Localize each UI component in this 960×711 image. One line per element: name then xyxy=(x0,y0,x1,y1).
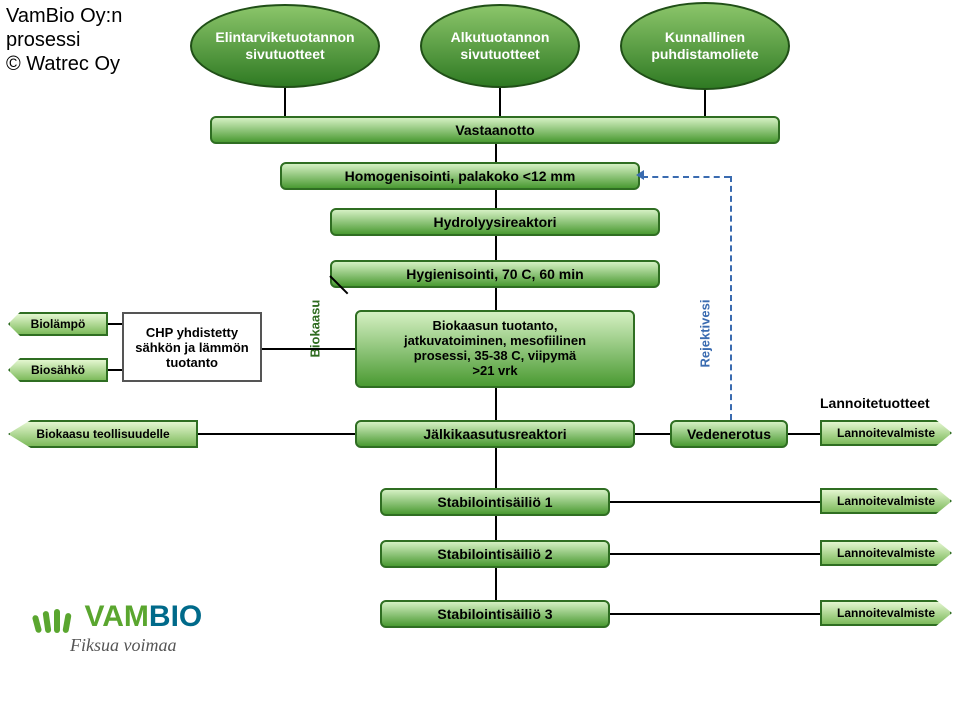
box-chp: CHP yhdistetty sähkön ja lämmön tuotanto xyxy=(122,312,262,382)
output-lannoitevalmiste-3: Lannoitevalmiste xyxy=(820,540,952,566)
bar-stabilointi2: Stabilointisäiliö 2 xyxy=(380,540,610,568)
leaf-icon xyxy=(30,607,80,637)
bar-vedenerotus: Vedenerotus xyxy=(670,420,788,448)
diagram-root: VamBio Oy:n prosessi © Watrec Oy Elintar… xyxy=(0,0,960,711)
bar-stabilointi3: Stabilointisäiliö 3 xyxy=(380,600,610,628)
logo-text: VAMBIO xyxy=(84,600,202,633)
logo-part1: VAM xyxy=(84,600,148,633)
input-elintarvike: Elintarviketuotannon sivutuotteet xyxy=(190,4,380,88)
logo-part2: BIO xyxy=(149,600,202,633)
output-biosahko: Biosähkö xyxy=(8,358,108,382)
label-rejektivesi: Rejektivesi xyxy=(698,288,713,368)
bar-vastaanotto: Vastaanotto xyxy=(210,116,780,144)
label-lannoitetuotteet: Lannoitetuotteet xyxy=(820,395,930,411)
title-line3: © Watrec Oy xyxy=(6,52,122,76)
output-lannoitevalmiste-4: Lannoitevalmiste xyxy=(820,600,952,626)
diagram-title: VamBio Oy:n prosessi © Watrec Oy xyxy=(6,4,122,76)
logo: VAMBIO Fiksua voimaa xyxy=(30,600,202,656)
output-lannoitevalmiste-2: Lannoitevalmiste xyxy=(820,488,952,514)
logo-tagline: Fiksua voimaa xyxy=(70,635,202,656)
input-kunnallinen: Kunnallinen puhdistamoliete xyxy=(620,2,790,90)
bar-biokaasun-tuotanto: Biokaasun tuotanto, jatkuvatoiminen, mes… xyxy=(355,310,635,388)
bar-hydrolyysi: Hydrolyysireaktori xyxy=(330,208,660,236)
title-line2: prosessi xyxy=(6,28,122,52)
output-biokaasu-teollisuudelle: Biokaasu teollisuudelle xyxy=(8,420,198,448)
input-alkutuotanto: Alkutuotannon sivutuotteet xyxy=(420,4,580,88)
bar-hygienisointi: Hygienisointi, 70 C, 60 min xyxy=(330,260,660,288)
bar-stabilointi1: Stabilointisäiliö 1 xyxy=(380,488,610,516)
bar-jalkikaasutus: Jälkikaasutusreaktori xyxy=(355,420,635,448)
title-line1: VamBio Oy:n xyxy=(6,4,122,28)
output-lannoitevalmiste-1: Lannoitevalmiste xyxy=(820,420,952,446)
bar-homogenisointi: Homogenisointi, palakoko <12 mm xyxy=(280,162,640,190)
arrowhead-rejektivesi xyxy=(636,170,644,180)
output-biolampo: Biolämpö xyxy=(8,312,108,336)
